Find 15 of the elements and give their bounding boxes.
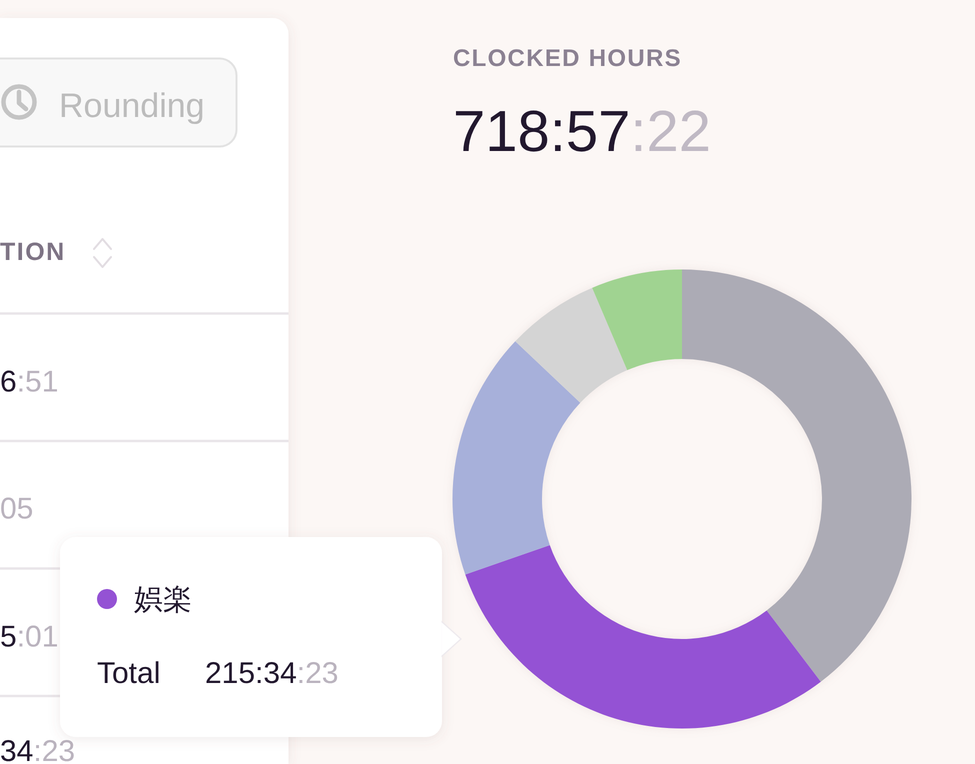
donut-slice	[515, 288, 628, 402]
donut-slice	[452, 340, 580, 574]
text: 05	[0, 492, 34, 526]
text: 6:51	[0, 366, 58, 399]
legend-label: 娯楽	[134, 584, 192, 616]
chart-subtitle: 718:57:22	[453, 99, 712, 164]
donut-slice	[465, 544, 821, 728]
donut-slice	[592, 269, 682, 370]
text: TION	[0, 238, 66, 266]
text: 34:23	[0, 735, 76, 764]
rounding-button: Rounding	[0, 58, 238, 148]
donut-slice	[682, 269, 912, 682]
text: 5:01	[0, 620, 58, 654]
chart-title: CLOCKED HOURS	[453, 45, 682, 72]
data-label: 215:34:23	[205, 657, 338, 690]
